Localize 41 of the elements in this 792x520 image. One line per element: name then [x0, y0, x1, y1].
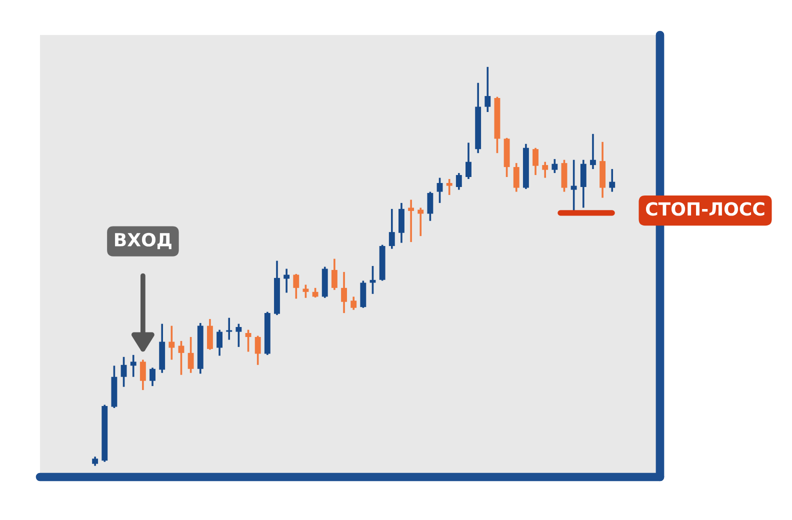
candlestick — [188, 336, 194, 374]
candlestick — [140, 358, 146, 391]
candlestick — [92, 456, 98, 467]
candlestick — [284, 268, 290, 294]
candlestick — [456, 172, 462, 191]
candlestick — [293, 273, 300, 300]
candlestick — [254, 334, 261, 366]
candlestick — [609, 168, 616, 193]
candlestick — [446, 178, 452, 196]
candlestick — [168, 324, 175, 361]
annotation: ВХОД — [115, 232, 172, 250]
candlestick — [331, 258, 338, 291]
candlestick — [542, 160, 548, 179]
candlestick — [150, 366, 156, 387]
candlestick — [216, 328, 223, 357]
candlestick — [120, 356, 127, 388]
candlestick — [532, 146, 538, 176]
candlestick — [513, 162, 520, 193]
candlestick — [590, 133, 596, 170]
candlestick — [388, 208, 395, 250]
candlestick — [580, 158, 586, 209]
candlestick — [206, 318, 213, 351]
candlestick — [552, 158, 558, 174]
candlestick — [130, 354, 136, 378]
candlestick — [418, 206, 424, 237]
candlestick — [226, 316, 232, 341]
candlestick — [408, 198, 414, 243]
candlestick — [427, 190, 434, 222]
candlestick — [570, 158, 577, 213]
candlestick — [484, 66, 491, 113]
candlestick — [178, 340, 184, 376]
candlestick — [302, 284, 309, 299]
ref-line-label: СТОП-ЛОСС — [646, 202, 764, 216]
candlestick — [436, 176, 443, 204]
candlestick — [245, 328, 252, 353]
candlestick — [236, 322, 242, 348]
candlestick — [341, 271, 347, 314]
candlestick — [466, 142, 472, 180]
candlestick — [350, 296, 357, 311]
candlestick — [312, 287, 318, 298]
candlestick — [398, 202, 404, 244]
